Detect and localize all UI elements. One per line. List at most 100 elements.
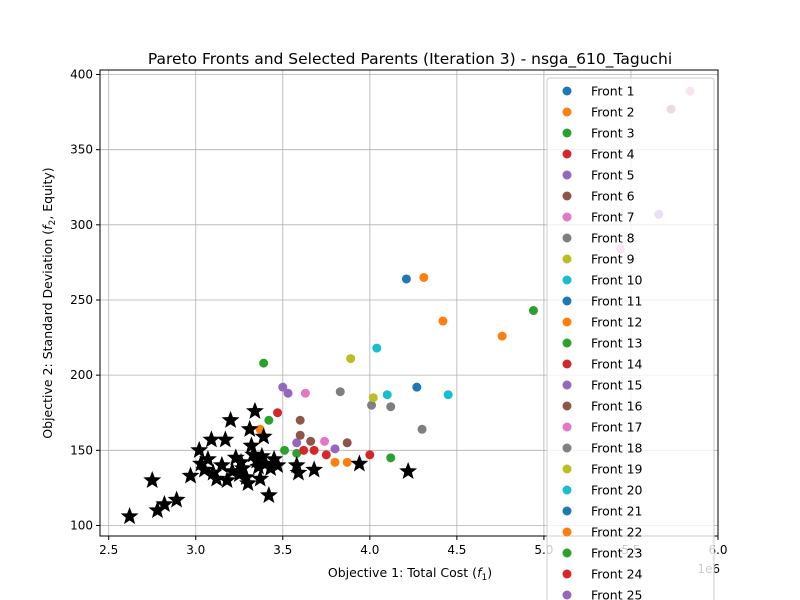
y-tick-label: 150 <box>70 443 93 457</box>
x-axis-label: Objective 1: Total Cost (f1) <box>328 565 492 583</box>
legend-label: Front 2 <box>591 105 635 120</box>
legend-label: Front 18 <box>591 441 643 456</box>
legend-label: Front 13 <box>591 336 643 351</box>
front-7-point <box>300 388 310 398</box>
legend-marker <box>562 569 572 579</box>
selected-parent-markers <box>120 401 418 525</box>
x-axis-label-subscript: 1 <box>481 573 487 583</box>
legend-label: Front 7 <box>591 210 635 225</box>
y-axis-label-main: Objective 2: Standard Deviation ( <box>40 230 55 439</box>
selected-parent-star <box>190 440 209 458</box>
plot-frame <box>99 69 719 537</box>
legend-label: Front 9 <box>591 252 635 267</box>
legend-marker <box>562 485 572 495</box>
selected-parent-star <box>155 495 174 513</box>
legend-marker <box>562 338 572 348</box>
selected-parent-star <box>252 446 271 464</box>
selected-parent-star <box>167 490 186 508</box>
x-tick-label: 4.0 <box>360 543 379 557</box>
front-5-point <box>330 444 340 454</box>
legend-marker <box>562 212 572 222</box>
selected-parent-star <box>259 486 278 504</box>
selected-parent-star <box>242 436 261 454</box>
front-5-point <box>292 438 302 448</box>
selected-parent-star <box>245 401 264 419</box>
front-15-point <box>283 388 293 398</box>
legend-label: Front 10 <box>591 273 643 288</box>
selected-parent-star <box>233 458 252 476</box>
x-tick-label: 3.5 <box>273 543 292 557</box>
selected-parent-star <box>254 427 273 445</box>
front-4-point <box>309 445 319 455</box>
front-2-point <box>438 316 448 326</box>
front-3-point <box>292 448 302 458</box>
legend-label: Front 21 <box>591 504 643 519</box>
selected-parent-star <box>218 470 237 488</box>
front-3-point <box>386 453 396 463</box>
legend: Front 1 Front 2 Front 3 Front 4 Front 5 Front… <box>546 77 715 600</box>
front-5-point <box>278 382 288 392</box>
legend-label: Front 3 <box>591 126 635 141</box>
legend-marker <box>562 128 572 138</box>
front-8-point <box>335 387 345 397</box>
legend-marker <box>562 506 572 516</box>
legend-label: Front 19 <box>591 462 643 477</box>
selected-parent-star <box>399 461 418 479</box>
front-4-point <box>299 445 309 455</box>
front-3-point <box>528 306 538 316</box>
front-10-point <box>382 390 392 400</box>
y-axis-ticks: 100 150 200 250 300 350 400 <box>70 68 100 532</box>
legend-label: Front 6 <box>591 189 635 204</box>
selected-parent-star <box>221 410 240 428</box>
front-6-point <box>295 430 305 440</box>
legend-marker <box>562 359 572 369</box>
selected-parent-star <box>289 463 308 481</box>
selected-parent-star <box>251 469 270 487</box>
y-axis-label-end: , Equity) <box>40 167 55 219</box>
y-axis-label-subscript: 2 <box>48 220 58 226</box>
legend-label: Front 16 <box>591 399 643 414</box>
front-2-point <box>330 457 340 467</box>
front-9-point <box>368 393 378 403</box>
selected-parent-star <box>268 455 287 473</box>
legend-label: Front 20 <box>591 483 643 498</box>
selected-parent-star <box>143 470 162 488</box>
selected-parent-star <box>212 455 231 473</box>
legend-label: Front 8 <box>591 231 635 246</box>
legend-marker <box>562 380 572 390</box>
front-6-point <box>306 436 316 446</box>
front-1-point <box>401 274 411 284</box>
legend-marker <box>562 401 572 411</box>
front-8-point <box>367 400 377 410</box>
front-8-point <box>417 424 427 434</box>
front-3-point <box>259 358 269 368</box>
x-tick-label: 2.5 <box>99 543 118 557</box>
front-4-point <box>321 450 331 460</box>
legend-label: Front 11 <box>591 294 643 309</box>
legend-label: Front 4 <box>591 147 635 162</box>
front-6-point <box>295 415 305 425</box>
legend-label: Front 24 <box>591 567 643 582</box>
legend-label: Front 12 <box>591 315 643 330</box>
front-3-point <box>280 445 290 455</box>
legend-label: Front 17 <box>591 420 643 435</box>
legend-label: Front 1 <box>591 84 635 99</box>
legend-label: Front 5 <box>591 168 635 183</box>
legend-marker <box>562 590 572 600</box>
front-10-point <box>443 390 453 400</box>
legend-label: Front 14 <box>591 357 643 372</box>
legend-marker <box>562 170 572 180</box>
selected-parent-star <box>195 460 214 478</box>
legend-marker <box>562 86 572 96</box>
legend-marker <box>562 443 572 453</box>
x-axis-label-end: ) <box>487 565 492 580</box>
legend-marker <box>562 275 572 285</box>
x-tick-label: 3.0 <box>186 543 205 557</box>
legend-marker <box>562 107 572 117</box>
front-3-point <box>264 415 274 425</box>
selected-parent-star <box>207 469 226 487</box>
legend-marker <box>562 548 572 558</box>
front-9-point <box>346 354 356 364</box>
y-tick-label: 300 <box>70 218 93 232</box>
